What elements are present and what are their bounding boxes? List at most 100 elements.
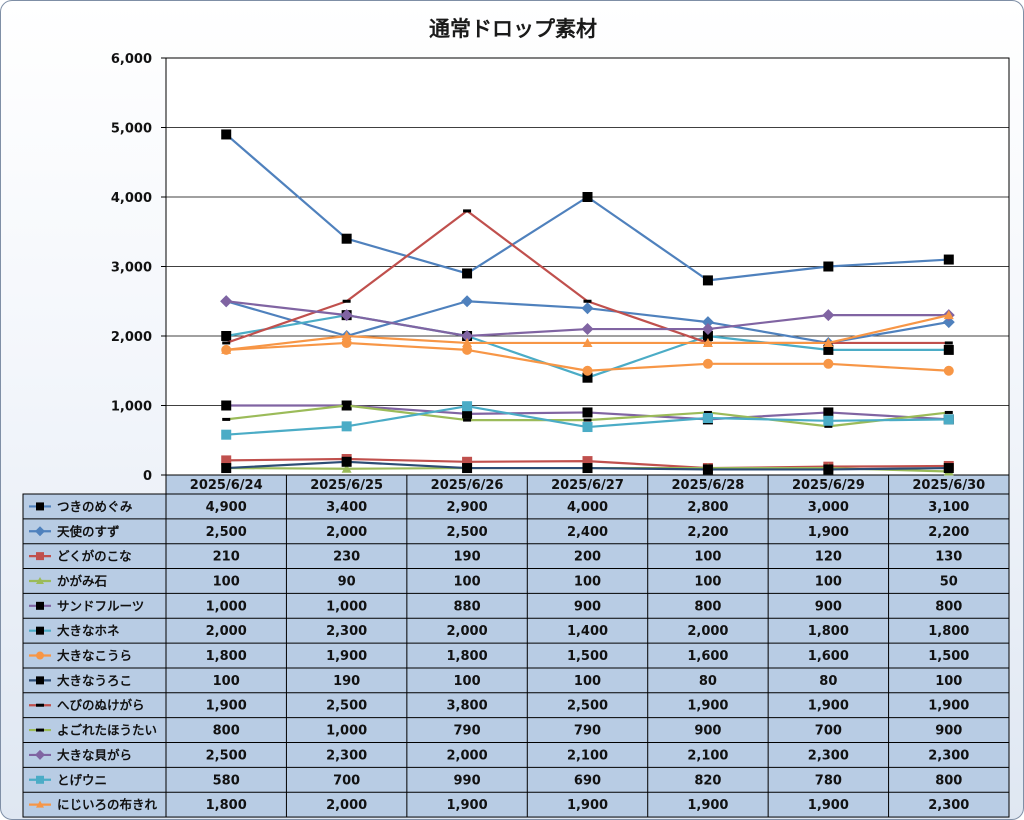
series-marker xyxy=(702,358,713,369)
data-cell: 700 xyxy=(815,724,842,739)
series-marker xyxy=(36,775,44,784)
series-marker xyxy=(462,337,473,347)
legend-key xyxy=(29,626,51,635)
series-marker xyxy=(35,526,45,537)
data-cell: 100 xyxy=(815,574,842,589)
series-marker xyxy=(36,552,44,561)
legend-key xyxy=(29,800,51,808)
series-marker xyxy=(702,464,713,475)
series-marker xyxy=(36,728,44,732)
data-cell: 1,000 xyxy=(206,599,247,614)
chart-title: 通常ドロップ素材 xyxy=(429,17,597,41)
data-cell: 100 xyxy=(574,674,601,689)
data-cell: 880 xyxy=(454,599,481,614)
data-cell: 790 xyxy=(574,724,601,739)
data-cell: 2,200 xyxy=(928,525,969,540)
data-cell: 3,800 xyxy=(447,699,488,714)
series-marker xyxy=(582,422,593,433)
data-cell: 3,100 xyxy=(928,500,969,515)
legend-key xyxy=(29,526,51,537)
series-name: かがみ石 xyxy=(57,573,107,588)
legend-key xyxy=(29,502,51,511)
series-group xyxy=(220,295,955,342)
data-cell: 2,300 xyxy=(928,798,969,813)
data-cell: 1,900 xyxy=(808,699,849,714)
series-name: へびのぬけがら xyxy=(57,698,145,713)
series-name: 天使のすず xyxy=(57,524,120,539)
data-cell: 4,900 xyxy=(206,500,247,515)
data-cell: 1,500 xyxy=(567,649,608,664)
data-cell: 1,900 xyxy=(687,699,728,714)
data-cell: 1,900 xyxy=(928,699,969,714)
data-cell: 900 xyxy=(694,724,721,739)
series-marker xyxy=(221,463,232,474)
data-cell: 800 xyxy=(935,599,962,614)
data-cell: 2,100 xyxy=(567,748,608,763)
series-marker xyxy=(823,358,834,369)
series-name: 大きなホネ xyxy=(57,623,120,638)
series-marker xyxy=(222,417,231,421)
y-tick-label: 0 xyxy=(143,469,152,484)
data-cell: 1,900 xyxy=(808,798,849,813)
data-cell: 1,800 xyxy=(928,624,969,639)
series-marker xyxy=(36,502,44,511)
series-marker xyxy=(943,254,954,265)
data-cell: 190 xyxy=(333,674,360,689)
data-cell: 3,400 xyxy=(326,500,367,515)
data-cell: 2,000 xyxy=(326,798,367,813)
series-marker xyxy=(221,331,232,341)
data-cell: 1,000 xyxy=(326,599,367,614)
series-name: 大きなうろこ xyxy=(57,673,132,688)
data-cell: 2,000 xyxy=(326,525,367,540)
series-marker xyxy=(221,344,232,354)
series-marker xyxy=(36,651,44,660)
series-marker xyxy=(222,341,231,345)
series-marker xyxy=(462,408,473,419)
data-cell: 580 xyxy=(213,773,240,788)
series-group xyxy=(221,310,954,354)
y-tick-label: 3,000 xyxy=(111,261,152,276)
data-cell: 2,500 xyxy=(206,525,247,540)
series-marker xyxy=(823,337,834,347)
legend-key xyxy=(29,601,51,610)
series-marker xyxy=(341,233,352,244)
series-marker xyxy=(462,344,473,355)
series-marker xyxy=(823,415,834,426)
data-cell: 50 xyxy=(940,574,958,589)
series-marker xyxy=(583,418,592,422)
legend-key xyxy=(29,651,51,660)
series-marker xyxy=(701,323,714,336)
data-cell: 800 xyxy=(213,724,240,739)
series-marker xyxy=(582,407,593,418)
data-cell: 2,000 xyxy=(206,624,247,639)
data-cell: 80 xyxy=(819,674,837,689)
data-cell: 100 xyxy=(213,574,240,589)
series-marker xyxy=(582,337,593,347)
data-cell: 1,400 xyxy=(567,624,608,639)
series-group xyxy=(221,456,954,475)
x-category-label: 2025/6/30 xyxy=(912,478,985,493)
data-cell: 2,500 xyxy=(447,525,488,540)
data-cell: 80 xyxy=(699,674,717,689)
data-cell: 2,500 xyxy=(326,699,367,714)
series-marker xyxy=(702,337,713,347)
series-marker xyxy=(943,365,954,376)
series-marker xyxy=(462,268,473,279)
legend-key xyxy=(29,703,51,707)
series-marker xyxy=(462,401,473,412)
series-marker xyxy=(221,400,232,411)
data-cell: 800 xyxy=(935,773,962,788)
data-table-body xyxy=(22,493,1010,818)
y-tick-label: 4,000 xyxy=(111,191,152,206)
x-category-label: 2025/6/29 xyxy=(792,478,865,493)
series-marker xyxy=(823,344,834,355)
series-marker xyxy=(341,421,352,432)
series-marker xyxy=(221,129,232,140)
series-marker xyxy=(943,463,954,474)
data-cell: 1,800 xyxy=(808,624,849,639)
data-cell: 900 xyxy=(935,724,962,739)
series-marker xyxy=(221,455,232,466)
data-cell: 200 xyxy=(574,550,601,565)
series-marker xyxy=(582,192,593,202)
